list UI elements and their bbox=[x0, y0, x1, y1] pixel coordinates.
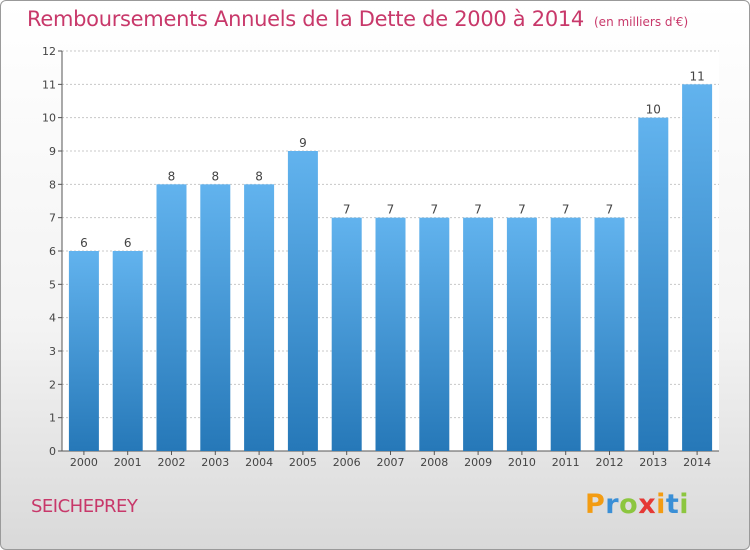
y-tick-label: 9 bbox=[49, 145, 56, 158]
chart-unit-label: (en milliers d'€) bbox=[594, 15, 689, 29]
chart-title: Remboursements Annuels de la Dette de 20… bbox=[27, 7, 688, 31]
x-tick-label: 2010 bbox=[508, 456, 536, 469]
x-tick-label: 2004 bbox=[245, 456, 273, 469]
logo-letter: t bbox=[665, 489, 680, 520]
bar bbox=[244, 184, 275, 452]
bar-value-label: 7 bbox=[474, 203, 482, 217]
bar bbox=[287, 151, 318, 451]
y-tick-label: 11 bbox=[42, 78, 56, 91]
chart-title-text: Remboursements Annuels de la Dette de 20… bbox=[27, 7, 584, 31]
bar-value-label: 6 bbox=[124, 236, 132, 250]
x-tick-label: 2011 bbox=[552, 456, 580, 469]
y-tick-label: 5 bbox=[49, 278, 56, 291]
bar-value-label: 7 bbox=[343, 203, 351, 217]
x-tick-label: 2009 bbox=[464, 456, 492, 469]
bar-value-label: 7 bbox=[518, 203, 526, 217]
bar bbox=[200, 184, 231, 452]
x-tick-label: 2003 bbox=[201, 456, 229, 469]
logo-letter: r bbox=[605, 489, 620, 520]
bar-value-label: 7 bbox=[562, 203, 570, 217]
bar-value-label: 7 bbox=[387, 203, 395, 217]
bar-value-label: 9 bbox=[299, 136, 307, 150]
bar-value-label: 8 bbox=[255, 169, 263, 183]
bar bbox=[638, 117, 669, 452]
bar-value-label: 6 bbox=[80, 236, 88, 250]
bar-value-label: 7 bbox=[430, 203, 438, 217]
city-name: SEICHEPREY bbox=[31, 496, 138, 517]
x-tick-label: 2005 bbox=[289, 456, 317, 469]
bar bbox=[156, 184, 187, 452]
bar bbox=[506, 217, 537, 451]
y-tick-label: 3 bbox=[49, 345, 56, 358]
x-tick-label: 2000 bbox=[70, 456, 98, 469]
logo-letter: i bbox=[679, 489, 690, 520]
x-tick-label: 2002 bbox=[158, 456, 186, 469]
bar bbox=[375, 217, 406, 451]
bar bbox=[682, 84, 713, 451]
bar-value-label: 11 bbox=[689, 69, 704, 83]
bar-value-label: 10 bbox=[646, 103, 661, 117]
bar-value-label: 8 bbox=[168, 169, 176, 183]
x-tick-label: 2007 bbox=[377, 456, 405, 469]
logo-letter: P bbox=[585, 489, 606, 520]
bar bbox=[68, 251, 99, 451]
y-tick-label: 0 bbox=[49, 445, 56, 458]
x-tick-label: 2012 bbox=[596, 456, 624, 469]
x-tick-label: 2014 bbox=[683, 456, 711, 469]
y-tick-label: 7 bbox=[49, 212, 56, 225]
logo-letter: x bbox=[638, 489, 657, 520]
bar bbox=[331, 217, 362, 451]
y-tick-label: 4 bbox=[49, 312, 56, 325]
bar-value-label: 7 bbox=[606, 203, 614, 217]
x-tick-label: 2013 bbox=[639, 456, 667, 469]
proxiti-logo: Proxiti bbox=[585, 489, 689, 520]
logo-letter: o bbox=[619, 489, 639, 520]
y-tick-label: 10 bbox=[42, 112, 56, 125]
y-tick-label: 6 bbox=[49, 245, 56, 258]
y-tick-label: 8 bbox=[49, 178, 56, 191]
bar-value-label: 8 bbox=[211, 169, 219, 183]
y-tick-label: 2 bbox=[49, 378, 56, 391]
bar bbox=[112, 251, 143, 451]
bar bbox=[594, 217, 625, 451]
y-tick-label: 12 bbox=[42, 45, 56, 58]
bar bbox=[550, 217, 581, 451]
y-tick-label: 1 bbox=[49, 412, 56, 425]
x-tick-label: 2006 bbox=[333, 456, 361, 469]
bar bbox=[419, 217, 450, 451]
x-tick-label: 2001 bbox=[114, 456, 142, 469]
x-tick-label: 2008 bbox=[420, 456, 448, 469]
logo-letter: i bbox=[656, 489, 666, 520]
bar bbox=[463, 217, 494, 451]
